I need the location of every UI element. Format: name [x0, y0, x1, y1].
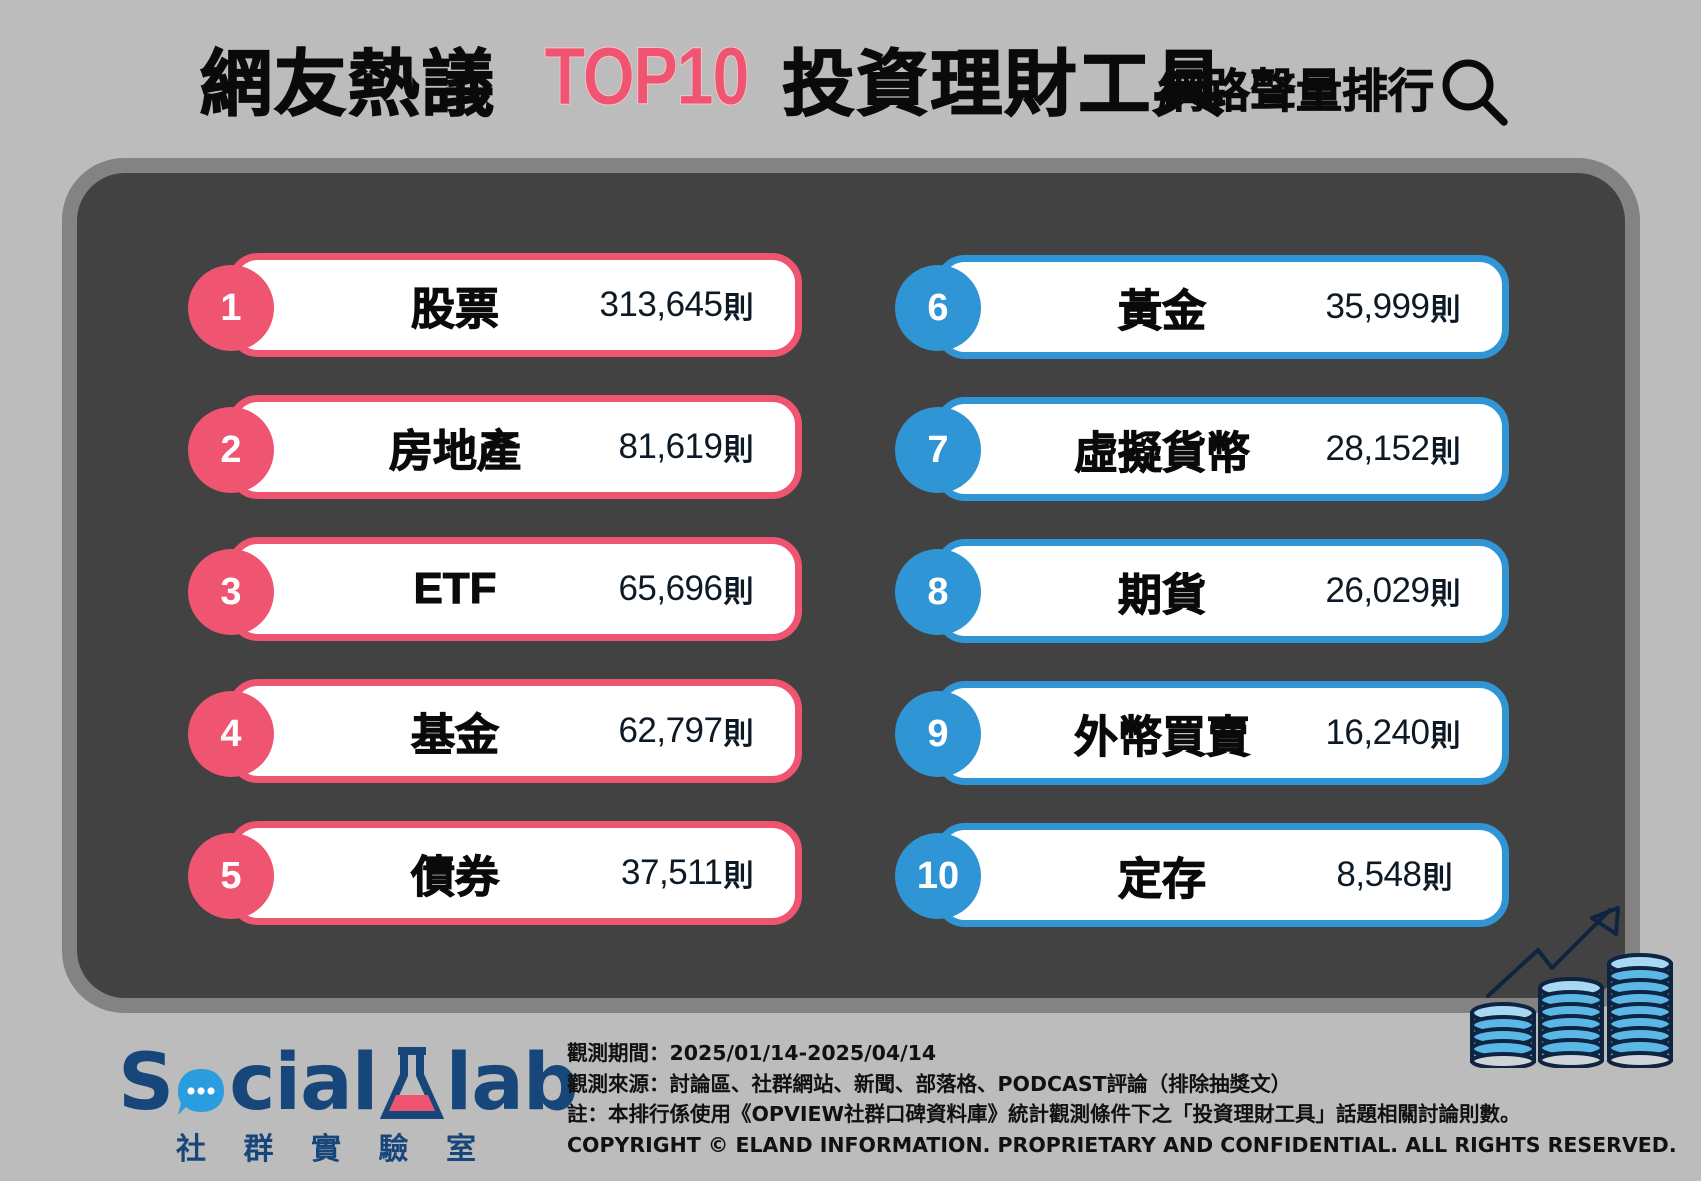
rank-count: 16,240 則	[1325, 713, 1460, 754]
rank-card-5: 債券 37,511 則	[228, 821, 802, 925]
rank-count: 35,999 則	[1325, 287, 1460, 328]
page-subtitle: 網路聲量排行	[1158, 64, 1435, 119]
rank-count: 62,797 則	[618, 711, 753, 752]
rank-name: 外幣買賣	[1074, 712, 1251, 764]
methodology-note: 註：本排行係使用《OPVIEW社群口碑資料庫》統計觀測條件下之「投資理財工具」話…	[567, 1102, 1521, 1126]
footer-notes: 觀測期間：2025/01/14-2025/04/14 觀測來源：討論區、社群網站…	[567, 1038, 1677, 1160]
search-icon	[1442, 59, 1508, 126]
page-title: 網友熱議 TOP10 投資理財工具	[199, 31, 1226, 127]
rank-name: 房地產	[389, 426, 522, 478]
rank-badge-1: 1	[191, 268, 271, 348]
rank-count: 65,696 則	[618, 569, 753, 610]
rank-card-7: 虛擬貨幣 28,152 則	[935, 397, 1509, 501]
title-part2: 投資理財工具	[782, 41, 1227, 127]
title-part1: 網友熱議	[199, 41, 497, 127]
flask-icon	[379, 1047, 444, 1119]
rank-name: 期貨	[1118, 570, 1207, 622]
chat-bubble-icon	[178, 1069, 225, 1115]
rank-name: 黃金	[1118, 286, 1207, 338]
logo-subtitle: 社 群 實 驗 室	[176, 1132, 476, 1167]
rank-card-6: 黃金 35,999 則	[935, 255, 1509, 359]
sociallab-logo: S cial lab 社 群 實 驗 室	[118, 1038, 579, 1167]
observation-period: 觀測期間：2025/01/14-2025/04/14	[567, 1041, 937, 1065]
rank-name: 虛擬貨幣	[1074, 428, 1251, 480]
rank-name: 股票	[411, 284, 500, 336]
rank-count: 81,619 則	[618, 427, 753, 468]
rank-badge-4: 4	[191, 694, 271, 774]
rank-name: 基金	[411, 710, 500, 762]
rank-card-9: 外幣買賣 16,240 則	[935, 681, 1509, 785]
rank-count: 28,152 則	[1325, 429, 1460, 470]
rank-badge-7: 7	[898, 410, 978, 490]
observation-sources: 觀測來源：討論區、社群網站、新聞、部落格、PODCAST評論（排除抽獎文）	[567, 1071, 1292, 1096]
coins-growth-icon	[1470, 906, 1673, 1068]
rank-count: 8,548 則	[1336, 855, 1452, 896]
rank-badge-3: 3	[191, 552, 271, 632]
title-highlight: TOP10	[544, 31, 750, 123]
rank-badge-6: 6	[898, 268, 978, 348]
copyright-notice: COPYRIGHT © ELAND INFORMATION. PROPRIETA…	[567, 1132, 1677, 1157]
rank-card-8: 期貨 26,029 則	[935, 539, 1509, 643]
rank-badge-2: 2	[191, 410, 271, 490]
rank-name: 債券	[411, 852, 500, 904]
rank-name: ETF	[413, 564, 497, 614]
rank-count: 313,645 則	[599, 285, 753, 326]
rank-name: 定存	[1118, 854, 1207, 906]
rank-card-1: 股票 313,645 則	[228, 253, 802, 357]
rank-card-3: ETF 65,696 則	[228, 537, 802, 641]
rank-card-4: 基金 62,797 則	[228, 679, 802, 783]
rank-badge-5: 5	[191, 836, 271, 916]
rank-badge-10: 10	[898, 836, 978, 916]
rank-badge-8: 8	[898, 552, 978, 632]
rank-card-10: 定存 8,548 則	[935, 823, 1509, 927]
rank-count: 37,511 則	[621, 853, 753, 894]
rank-card-2: 房地產 81,619 則	[228, 395, 802, 499]
rank-badge-9: 9	[898, 694, 978, 774]
rank-count: 26,029 則	[1325, 571, 1460, 612]
logo-wordmark: S cial lab	[118, 1038, 579, 1128]
